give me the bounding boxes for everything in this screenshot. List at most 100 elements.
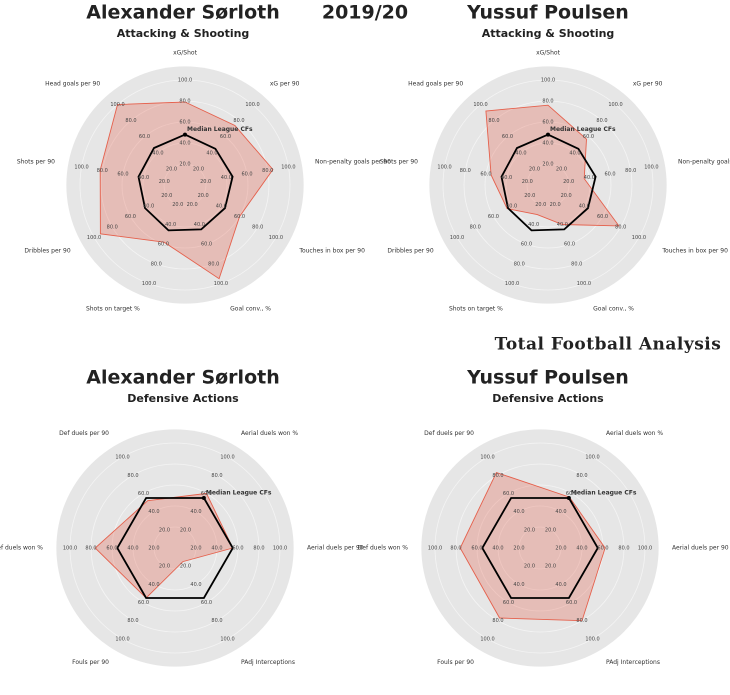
grid-ring [163, 163, 207, 207]
r-tick-label: 100.0 [480, 455, 494, 461]
category-label: Goal conv., % [230, 306, 271, 313]
category-label: Fouls per 90 [72, 659, 109, 666]
r-tick-label: 20.0 [159, 527, 170, 533]
r-tick-label: 40.0 [148, 509, 159, 515]
r-tick-label: 80.0 [253, 546, 264, 552]
category-label: Touches in box per 90 [298, 248, 365, 255]
r-tick-label: 60.0 [220, 134, 231, 140]
r-tick-label: 40.0 [138, 175, 149, 181]
r-tick-label: 20.0 [545, 564, 556, 570]
r-tick-label: 40.0 [143, 204, 154, 210]
r-tick-label: 40.0 [542, 141, 553, 147]
r-tick-label: 20.0 [545, 527, 556, 533]
category-label: xG/Shot [536, 50, 561, 57]
r-tick-label: 20.0 [524, 564, 535, 570]
r-tick-label: 40.0 [501, 175, 512, 181]
r-tick-label: 40.0 [194, 222, 205, 228]
category-label: xG per 90 [633, 80, 663, 87]
r-tick-label: 20.0 [513, 546, 524, 552]
r-tick-label: 100.0 [214, 281, 228, 287]
category-label: Head goals per 90 [45, 80, 100, 87]
r-tick-label: 60.0 [139, 134, 150, 140]
category-label: Aerial duels won % [241, 430, 298, 437]
r-tick-label: 60.0 [502, 134, 513, 140]
grid-ring [434, 442, 646, 654]
r-tick-label: 80.0 [127, 473, 138, 479]
r-tick-label: 100.0 [245, 102, 259, 108]
r-tick-label: 40.0 [206, 150, 217, 156]
r-tick-label: 100.0 [608, 102, 622, 108]
median-label: Median League CFs [206, 489, 272, 496]
category-label: Def duels won % [358, 545, 409, 552]
grid-ring [442, 79, 654, 291]
r-tick-label: 80.0 [211, 473, 222, 479]
r-tick-label: 20.0 [180, 527, 191, 533]
chart-subtitle: Attacking & Shooting [117, 27, 250, 40]
r-tick-label: 40.0 [513, 509, 524, 515]
category-label: Shots on target % [449, 306, 503, 313]
r-tick-label: 20.0 [166, 166, 177, 172]
grid-ring [69, 442, 281, 654]
r-tick-label: 20.0 [180, 564, 191, 570]
r-tick-label: 80.0 [262, 168, 273, 174]
player-area [99, 101, 274, 280]
r-tick-label: 40.0 [190, 509, 201, 515]
r-tick-label: 80.0 [127, 618, 138, 624]
r-tick-label: 100.0 [115, 636, 129, 642]
chart-title: Yussuf Poulsen [466, 2, 629, 24]
category-label: PAdj Interceptions [606, 659, 660, 666]
r-tick-label: 100.0 [585, 636, 599, 642]
r-tick-label: 100.0 [428, 546, 442, 552]
r-tick-label: 60.0 [566, 491, 577, 497]
r-tick-label: 20.0 [563, 179, 574, 185]
r-tick-label: 60.0 [158, 242, 169, 248]
r-tick-label: 100.0 [585, 455, 599, 461]
category-label: Goal conv., % [593, 306, 634, 313]
grid-ring [484, 121, 612, 249]
r-tick-label: 40.0 [506, 204, 517, 210]
category-label: Shots per 90 [380, 159, 418, 166]
r-tick-label: 100.0 [74, 164, 88, 170]
median-line [481, 497, 599, 599]
r-tick-label: 80.0 [492, 473, 503, 479]
median-line [137, 133, 234, 232]
category-label: Def duels per 90 [424, 430, 474, 437]
r-tick-label: 80.0 [208, 261, 219, 267]
grid-ring [518, 526, 562, 570]
r-tick-label: 60.0 [604, 172, 615, 178]
r-tick-label: 40.0 [528, 222, 539, 228]
grid-ring [100, 100, 270, 270]
r-tick-label: 60.0 [201, 600, 212, 606]
grid-ring [142, 142, 228, 228]
r-tick-label: 80.0 [470, 225, 481, 231]
r-tick-label: 40.0 [513, 582, 524, 588]
category-label: Shots on target % [86, 306, 140, 313]
r-tick-label: 20.0 [524, 527, 535, 533]
r-tick-label: 60.0 [503, 600, 514, 606]
r-tick-label: 40.0 [569, 150, 580, 156]
r-tick-label: 40.0 [152, 150, 163, 156]
grid-ring [111, 484, 239, 612]
r-tick-label: 20.0 [542, 162, 553, 168]
r-tick-label: 80.0 [211, 618, 222, 624]
r-tick-label: 20.0 [161, 193, 172, 199]
r-tick-label: 80.0 [125, 118, 136, 124]
r-tick-label: 40.0 [190, 582, 201, 588]
r-tick-label: 80.0 [576, 473, 587, 479]
r-tick-label: 100.0 [142, 281, 156, 287]
median-marker [201, 495, 206, 500]
r-tick-label: 100.0 [480, 636, 494, 642]
r-tick-label: 100.0 [110, 102, 124, 108]
r-tick-label: 60.0 [125, 214, 136, 220]
r-tick-label: 60.0 [179, 120, 190, 126]
category-label: Aerial duels per 90 [672, 545, 729, 552]
r-tick-label: 40.0 [127, 546, 138, 552]
category-label: Def duels won % [0, 545, 43, 552]
grid-ring [79, 79, 291, 291]
r-tick-label: 20.0 [555, 546, 566, 552]
r-tick-label: 60.0 [138, 600, 149, 606]
r-tick-label: 80.0 [450, 546, 461, 552]
r-tick-label: 100.0 [541, 78, 555, 84]
r-tick-label: 60.0 [201, 491, 212, 497]
r-tick-label: 60.0 [597, 546, 608, 552]
